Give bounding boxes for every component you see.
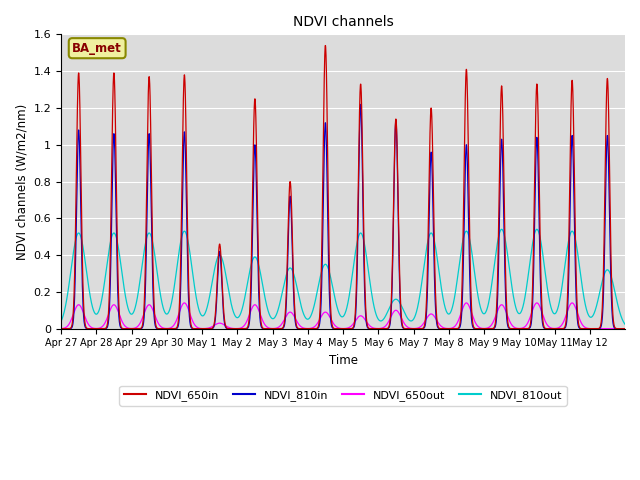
NDVI_810out <box>501 235 509 241</box>
NDVI_810out <box>535 230 543 236</box>
NDVI_650in <box>621 326 629 332</box>
Line: NDVI_810out: NDVI_810out <box>61 229 625 324</box>
NDVI_810in <box>615 326 623 332</box>
NDVI_650in <box>501 250 509 255</box>
NDVI_810out <box>173 267 180 273</box>
NDVI_650out <box>465 303 473 309</box>
Title: NDVI channels: NDVI channels <box>292 15 394 29</box>
NDVI_650out <box>535 301 543 307</box>
NDVI_650out <box>173 317 180 323</box>
NDVI_650out <box>568 300 576 306</box>
Y-axis label: NDVI channels (W/m2/nm): NDVI channels (W/m2/nm) <box>15 103 28 260</box>
NDVI_810out <box>621 321 629 327</box>
NDVI_650out <box>621 326 629 332</box>
NDVI_810in <box>465 248 473 253</box>
NDVI_650in <box>415 326 423 332</box>
NDVI_650in <box>173 325 180 331</box>
NDVI_650in <box>535 164 543 170</box>
NDVI_810in <box>501 277 509 283</box>
Text: BA_met: BA_met <box>72 42 122 55</box>
NDVI_810in <box>621 326 629 332</box>
NDVI_810in <box>356 102 364 108</box>
NDVI_650in <box>465 201 473 207</box>
NDVI_810out <box>533 227 541 232</box>
NDVI_810out <box>615 306 623 312</box>
NDVI_650in <box>615 326 623 332</box>
NDVI_810in <box>535 208 543 214</box>
NDVI_650in <box>57 326 65 332</box>
NDVI_810in <box>415 326 423 332</box>
Line: NDVI_650in: NDVI_650in <box>61 46 625 329</box>
NDVI_810out <box>465 234 473 240</box>
NDVI_650out <box>57 326 65 332</box>
Legend: NDVI_650in, NDVI_810in, NDVI_650out, NDVI_810out: NDVI_650in, NDVI_810in, NDVI_650out, NDV… <box>120 386 566 406</box>
NDVI_810out <box>415 296 423 301</box>
X-axis label: Time: Time <box>328 354 358 367</box>
Line: NDVI_650out: NDVI_650out <box>61 303 625 329</box>
Line: NDVI_810in: NDVI_810in <box>61 105 625 329</box>
NDVI_650in <box>322 43 330 48</box>
NDVI_810in <box>57 326 65 332</box>
NDVI_810in <box>173 325 180 331</box>
NDVI_650out <box>615 326 623 332</box>
NDVI_650out <box>415 324 423 330</box>
NDVI_650out <box>501 306 509 312</box>
NDVI_810out <box>57 319 65 324</box>
